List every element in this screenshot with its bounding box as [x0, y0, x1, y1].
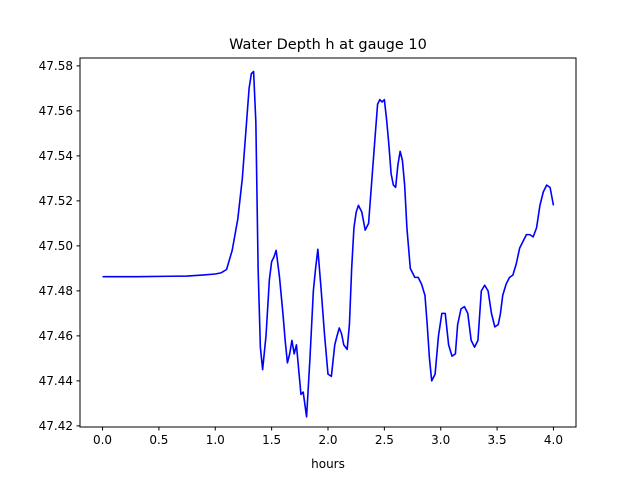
- x-tick-label: 3.5: [488, 433, 507, 447]
- y-tick-label: 47.48: [39, 284, 73, 298]
- x-tick-label: 0.0: [93, 433, 112, 447]
- y-tick-label: 47.50: [39, 239, 73, 253]
- x-tick-label: 0.5: [149, 433, 168, 447]
- axes: 0.0 0.5 1.0 1.5 2.0 2.5 3.0 3.5 4.0 47.42 47.44 47.…: [39, 57, 577, 447]
- y-tick-label: 47.42: [39, 419, 73, 433]
- chart-title: Water Depth h at gauge 10: [229, 37, 427, 53]
- y-tick-label: 47.52: [39, 194, 73, 208]
- y-tick-label: 47.56: [39, 104, 73, 118]
- x-tick-label: 4.0: [544, 433, 563, 447]
- x-tick-label: 2.5: [375, 433, 394, 447]
- x-axis-label: hours: [311, 457, 345, 471]
- x-tick-label: 1.0: [206, 433, 225, 447]
- plot-area: [102, 70, 555, 418]
- series-line-1: [102, 70, 555, 418]
- x-tick-label: 2.0: [318, 433, 337, 447]
- x-tick-label: 3.0: [431, 433, 450, 447]
- x-tick-label: 1.5: [262, 433, 281, 447]
- y-tick-label: 47.58: [39, 59, 73, 73]
- y-tick-label: 47.54: [39, 149, 73, 163]
- y-tick-label: 47.46: [39, 329, 73, 343]
- y-tick-label: 47.44: [39, 374, 73, 388]
